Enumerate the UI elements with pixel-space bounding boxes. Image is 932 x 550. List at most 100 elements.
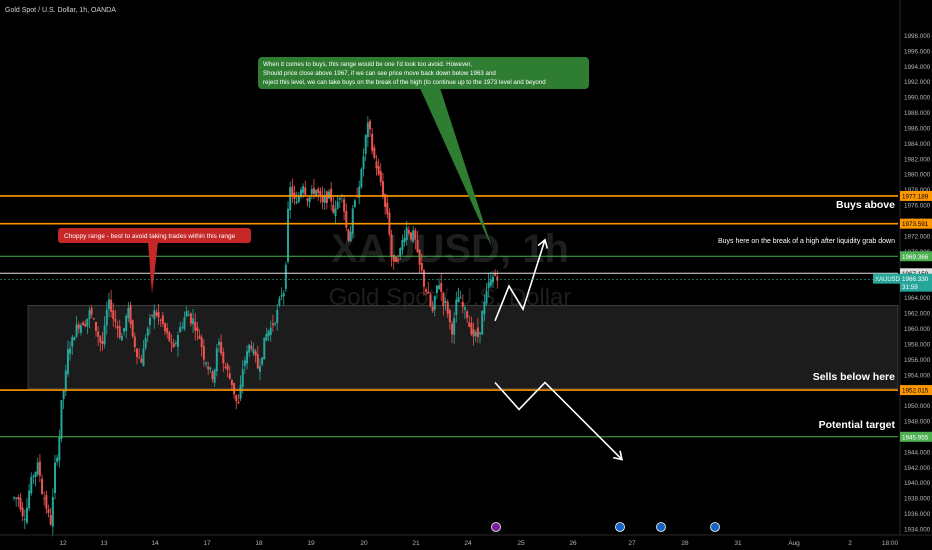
candle (325, 191, 328, 203)
candle (332, 205, 335, 213)
badge-orange-low: 1952.015 (902, 388, 929, 395)
green-callout-note[interactable] (258, 57, 589, 89)
candle (269, 327, 272, 335)
candle (397, 259, 400, 261)
candle (345, 211, 348, 228)
candle (427, 291, 430, 294)
candle (390, 234, 393, 258)
candle (289, 187, 292, 211)
candle (334, 208, 337, 217)
lightning-icon[interactable] (491, 522, 501, 532)
candle (224, 366, 227, 368)
price-tick-label: 1934.000 (904, 527, 931, 534)
candle (187, 314, 190, 316)
candle (448, 310, 451, 323)
bullish-projection-arrow[interactable] (494, 239, 546, 322)
red-callout-pointer (148, 242, 158, 294)
candle (192, 318, 195, 325)
candle (207, 366, 210, 370)
candle (451, 323, 454, 335)
candle (470, 323, 473, 335)
bearish-projection-arrow[interactable] (494, 381, 623, 461)
candle (433, 296, 436, 310)
time-tick-label: 19 (307, 540, 315, 547)
candle (228, 373, 231, 379)
candle (88, 310, 91, 319)
candle (142, 348, 145, 367)
candle (75, 324, 78, 337)
current-price: 1966.330 (902, 276, 929, 283)
candle (196, 327, 199, 332)
candle (138, 357, 141, 359)
green-callout-pointer (420, 88, 492, 248)
price-tick-label: 1956.000 (904, 357, 931, 364)
candle (442, 292, 445, 307)
candle (278, 298, 281, 306)
candle (185, 311, 188, 317)
badge-green-low: 1945.955 (902, 434, 929, 441)
candle (291, 186, 294, 196)
candle (295, 201, 298, 204)
flag-icon[interactable] (615, 522, 625, 532)
candle (86, 318, 89, 327)
candle (369, 121, 372, 130)
badge-orange-top: 1977.189 (902, 193, 929, 200)
candle (362, 156, 365, 169)
bar-countdown: 31:59 (902, 284, 918, 291)
candle (38, 461, 41, 476)
candle (213, 369, 216, 383)
candle (45, 495, 48, 509)
candle (233, 383, 236, 395)
candle (153, 310, 156, 320)
candle (401, 240, 404, 251)
candle (375, 161, 378, 169)
flag-icon[interactable] (710, 522, 720, 532)
candle (56, 457, 59, 462)
candle (140, 358, 143, 363)
time-tick-label: 24 (464, 540, 472, 547)
candle (487, 282, 490, 288)
candle (377, 165, 380, 175)
badge-orange-mid: 1973.591 (902, 221, 929, 228)
candle (366, 122, 369, 138)
price-tick-label: 1940.000 (904, 480, 931, 487)
candle (386, 202, 389, 214)
time-tick-label: 12 (59, 540, 67, 547)
candle (457, 297, 460, 303)
flag-icon[interactable] (656, 522, 666, 532)
candle (263, 337, 266, 360)
candle (90, 308, 93, 315)
candle (459, 297, 462, 299)
candle (399, 248, 402, 257)
candle (118, 326, 121, 338)
candle (373, 147, 376, 158)
price-tick-label: 1938.000 (904, 496, 931, 503)
time-tick-label: 26 (569, 540, 577, 547)
price-tick-label: 1986.000 (904, 125, 931, 132)
candle (189, 313, 192, 324)
candle (226, 364, 229, 370)
candle (168, 332, 171, 341)
bullish-projection-arrow-arrowhead (537, 238, 549, 249)
price-tick-label: 1980.000 (904, 172, 931, 179)
symbol-title: Gold Spot / U.S. Dollar, 1h, OANDA (5, 7, 116, 14)
candle (440, 283, 443, 293)
candle (265, 333, 268, 341)
candle (422, 270, 425, 287)
candle (304, 187, 307, 195)
candle (412, 230, 415, 242)
candle (371, 133, 374, 151)
candle (261, 357, 264, 365)
price-tick-label: 1972.000 (904, 233, 931, 240)
candle (148, 317, 151, 326)
time-tick-label: 21 (412, 540, 420, 547)
red-callout-note[interactable] (58, 228, 251, 243)
badge-orange-low-bg (900, 385, 932, 396)
time-tick-label: 17 (203, 540, 211, 547)
candle (71, 337, 74, 347)
time-tick-label: 28 (681, 540, 689, 547)
price-tick-label: 1988.000 (904, 110, 931, 117)
price-tick-label: 1998.000 (904, 33, 931, 40)
